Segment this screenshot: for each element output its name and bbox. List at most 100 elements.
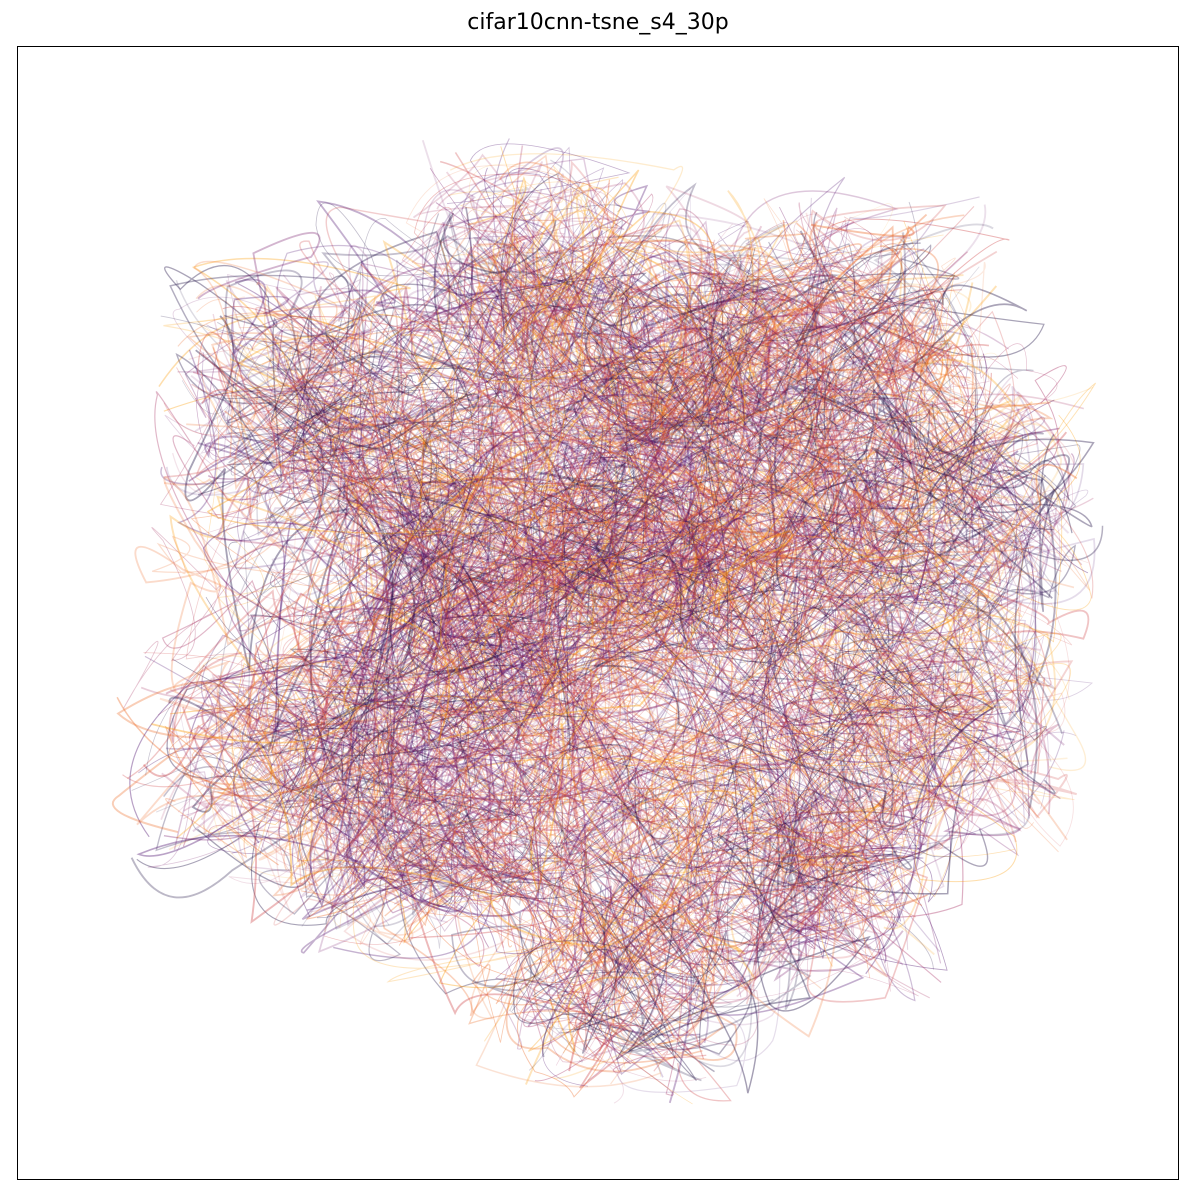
trajectory-core-line (590, 358, 623, 446)
trajectory-line (215, 385, 492, 802)
trajectory-line (718, 273, 961, 946)
trajectory-core-line (303, 701, 394, 761)
trajectory-line (408, 774, 668, 1025)
trajectory-line (239, 479, 963, 794)
trajectory-line (410, 488, 881, 961)
trajectory-line (231, 293, 742, 760)
trajectory-line (512, 233, 920, 756)
trajectory-core-line (526, 262, 558, 327)
trajectory-line (190, 762, 766, 962)
trajectory-line (230, 374, 461, 674)
trajectory-line (593, 514, 916, 975)
trajectory-line (226, 353, 584, 585)
trajectory-line (451, 300, 1034, 829)
trajectory-line (522, 224, 722, 616)
trajectory-line (799, 230, 1057, 809)
trajectory-line (831, 220, 1016, 770)
trajectory-core-line (532, 550, 621, 612)
trajectory-core-line (445, 644, 534, 682)
trajectory-line (376, 212, 516, 595)
trajectory-line (140, 524, 646, 740)
trajectory-line (176, 367, 463, 908)
trajectory-line (585, 514, 941, 953)
trajectory-line (630, 510, 967, 802)
trajectory-line (164, 273, 361, 484)
trajectory-core-line (657, 389, 687, 451)
trajectory-line (305, 283, 679, 458)
trajectory-core-line (419, 481, 457, 515)
trajectory-line (232, 320, 555, 699)
trajectory-core-line (814, 452, 903, 491)
trajectory-line (283, 289, 556, 871)
trajectory-line (231, 490, 1022, 854)
trajectory-line (151, 381, 388, 749)
trajectory-line (613, 267, 908, 980)
trajectory-line (209, 403, 875, 794)
trajectory-line (880, 382, 1097, 611)
trajectory-line (522, 288, 762, 1040)
trajectory-line (569, 253, 719, 588)
trajectory-line (160, 332, 724, 495)
trajectory-core-line (445, 566, 505, 611)
trajectory-core-line (784, 272, 855, 339)
trajectory-line (429, 321, 631, 828)
trajectory-line (409, 472, 879, 661)
trajectory-line (532, 603, 700, 1017)
trajectory-line (586, 547, 1007, 711)
trajectory-line (471, 223, 952, 649)
trajectory-line (443, 497, 1094, 867)
trajectory-line (584, 235, 787, 413)
trajectory-line (442, 537, 896, 936)
trajectory-line (225, 384, 798, 760)
trajectory-line (506, 399, 1055, 579)
trajectory-line (659, 316, 1094, 509)
trajectory-line (486, 395, 919, 643)
trajectory-core-line (473, 790, 537, 845)
trajectory-line (721, 802, 921, 982)
trajectory-line (600, 223, 915, 545)
trajectory-line (743, 738, 969, 971)
trajectory-line (598, 411, 1068, 634)
trajectory-line (130, 694, 898, 966)
trajectory-core-line (363, 693, 439, 756)
trajectory-line (335, 406, 1014, 769)
trajectory-line (789, 222, 944, 373)
trajectory-line (808, 221, 1054, 524)
trajectory-core-line (685, 603, 710, 639)
trajectory-line (557, 474, 722, 1039)
trajectory-line (405, 293, 766, 898)
trajectory-core-line (677, 481, 722, 520)
trajectory-line (218, 191, 575, 687)
trajectory-line (356, 480, 535, 691)
trajectory-line (536, 257, 665, 642)
trajectory-line (467, 186, 714, 930)
trajectory-core-line (755, 566, 774, 649)
trajectory-line (906, 660, 1077, 852)
trajectory-core-line (692, 765, 772, 800)
trajectory-line (176, 700, 399, 913)
trajectory-line (186, 392, 1068, 841)
trajectory-line (438, 236, 707, 857)
trajectory-line (163, 284, 376, 454)
trajectory-core-line (908, 647, 993, 679)
trajectory-line (480, 191, 711, 965)
trajectory-line (879, 447, 1085, 762)
trajectory-core-line (533, 385, 625, 421)
trajectory-line (630, 501, 1024, 1021)
trajectory-line (779, 265, 1094, 599)
trajectory-core-line (473, 711, 544, 788)
trajectory-line (537, 479, 682, 674)
trajectory-line (196, 251, 733, 460)
trajectory-line (236, 347, 677, 677)
trajectory-line (188, 348, 899, 895)
trajectory-line (165, 248, 925, 750)
trajectory-core-line (698, 413, 756, 489)
trajectory-line (405, 486, 1053, 928)
trajectory-line (338, 780, 824, 982)
trajectory-core-line (627, 806, 679, 859)
trajectory-core-line (357, 610, 389, 665)
trajectory-line (366, 420, 684, 621)
trajectory-core-line (375, 731, 397, 757)
trajectory-line (815, 655, 1030, 964)
trajectory-core-line (828, 678, 896, 702)
